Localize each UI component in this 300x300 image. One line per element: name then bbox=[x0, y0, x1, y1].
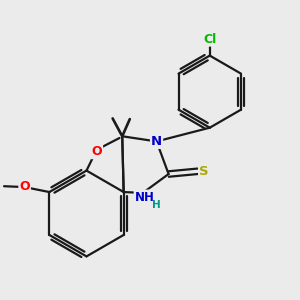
Text: Cl: Cl bbox=[203, 33, 216, 46]
Text: S: S bbox=[199, 165, 209, 178]
Text: H: H bbox=[152, 200, 160, 210]
Text: O: O bbox=[19, 180, 30, 194]
Text: N: N bbox=[151, 135, 162, 148]
Text: O: O bbox=[92, 145, 102, 158]
Text: NH: NH bbox=[135, 190, 155, 203]
